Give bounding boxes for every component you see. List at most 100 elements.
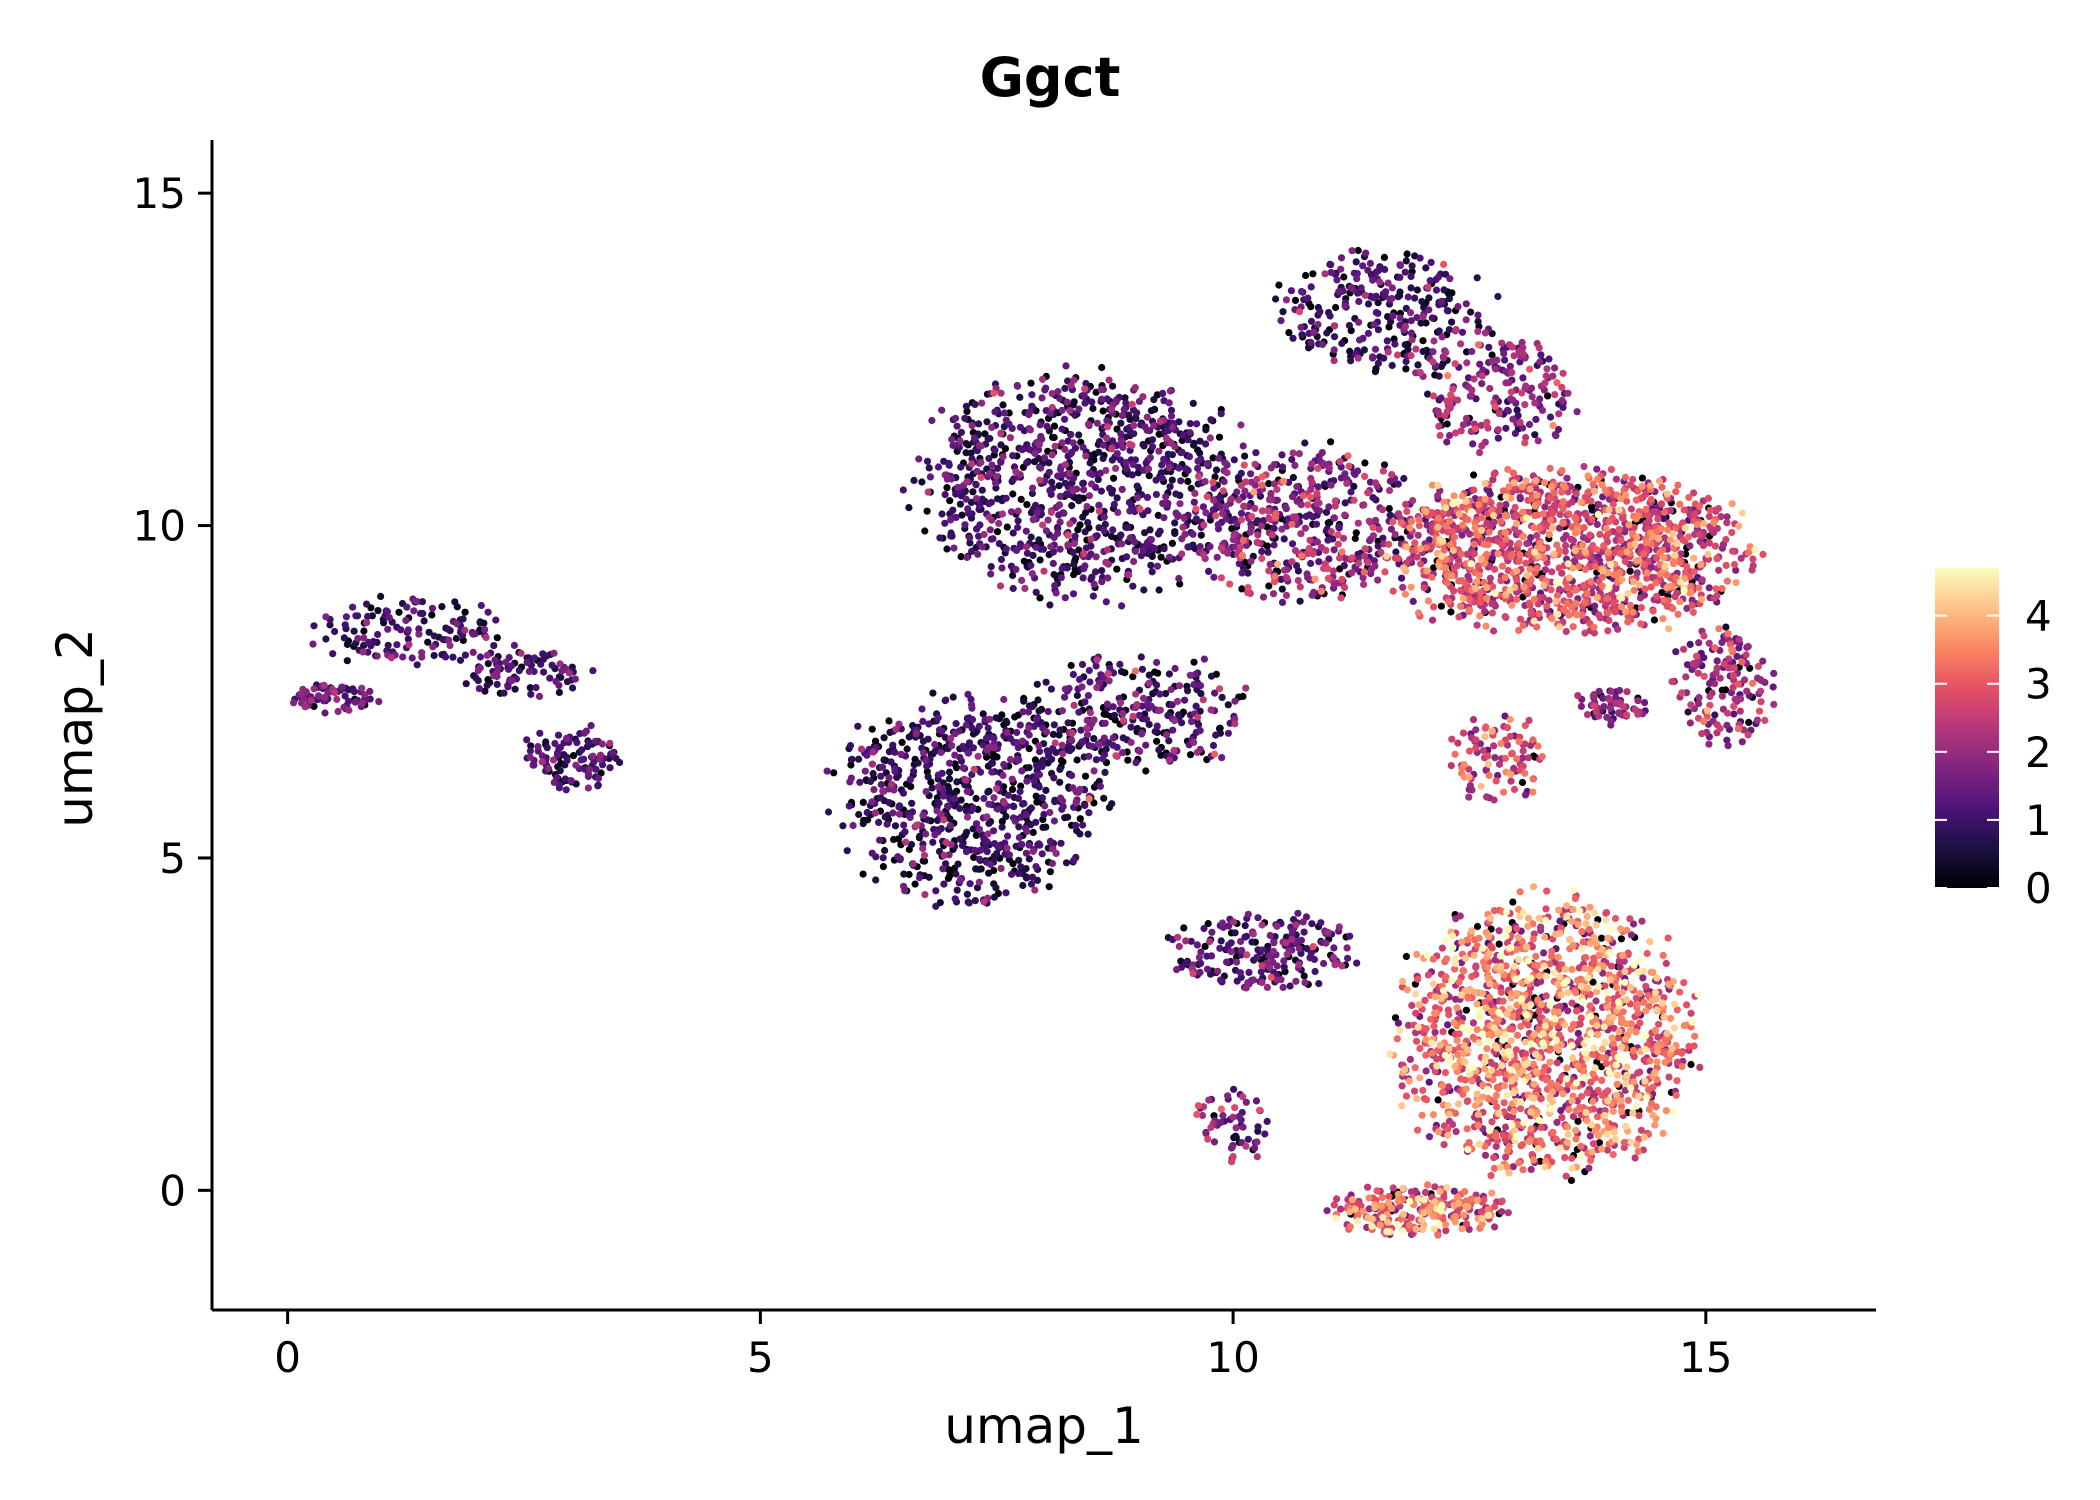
scatter-point bbox=[1239, 1123, 1247, 1131]
scatter-point bbox=[1118, 485, 1126, 493]
scatter-point bbox=[988, 759, 997, 767]
scatter-point bbox=[1353, 959, 1361, 967]
scatter-point bbox=[1241, 922, 1249, 930]
scatter-point bbox=[1012, 546, 1021, 555]
scatter-point bbox=[1181, 696, 1189, 704]
scatter-point bbox=[968, 701, 976, 709]
scatter-point bbox=[1061, 384, 1069, 392]
scatter-point bbox=[1090, 735, 1098, 743]
scatter-point bbox=[1058, 565, 1066, 573]
scatter-point bbox=[1013, 728, 1021, 737]
scatter-point bbox=[1012, 468, 1020, 476]
scatter-point bbox=[1081, 801, 1089, 810]
scatter-point bbox=[1011, 817, 1019, 825]
scatter-point bbox=[1288, 927, 1296, 935]
scatter-point bbox=[1606, 704, 1614, 712]
scatter-point bbox=[539, 650, 547, 658]
scatter-point bbox=[956, 437, 964, 445]
scatter-point bbox=[1376, 278, 1384, 286]
scatter-point bbox=[1120, 405, 1128, 413]
scatter-point bbox=[1189, 530, 1197, 538]
scatter-point bbox=[983, 848, 991, 856]
scatter-point bbox=[976, 501, 984, 509]
scatter-point bbox=[919, 811, 927, 820]
scatter-point bbox=[1048, 390, 1056, 398]
scatter-point bbox=[1207, 1123, 1215, 1132]
scatter-point bbox=[1132, 759, 1140, 767]
scatter-point bbox=[1119, 710, 1127, 718]
scatter-point bbox=[410, 607, 418, 615]
scatter-point bbox=[1376, 265, 1384, 273]
scatter-point bbox=[1040, 454, 1049, 462]
scatter-point bbox=[868, 849, 876, 857]
scatter-point bbox=[1307, 949, 1315, 957]
scatter-point bbox=[1145, 671, 1153, 679]
scatter-point bbox=[1253, 538, 1261, 547]
scatter-point bbox=[1327, 261, 1335, 269]
scatter-point bbox=[399, 653, 407, 661]
scatter-point bbox=[1322, 508, 1331, 516]
scatter-point bbox=[1044, 707, 1052, 716]
scatter-point bbox=[1486, 384, 1494, 393]
scatter-point bbox=[1083, 716, 1091, 725]
scatter-point bbox=[1007, 508, 1016, 516]
scatter-point bbox=[949, 693, 957, 701]
scatter-point bbox=[1056, 726, 1064, 734]
scatter-point bbox=[1318, 340, 1327, 348]
scatter-point bbox=[1502, 379, 1510, 387]
scatter-point bbox=[1536, 358, 1544, 366]
scatter-point bbox=[1070, 540, 1078, 548]
scatter-point bbox=[1524, 754, 1532, 762]
scatter-point bbox=[1006, 755, 1015, 764]
scatter-point bbox=[879, 863, 888, 871]
scatter-point bbox=[899, 882, 908, 890]
scatter-point bbox=[1324, 536, 1332, 544]
scatter-point bbox=[1324, 519, 1333, 527]
scatter-point bbox=[1058, 425, 1066, 433]
scatter-point bbox=[1114, 508, 1122, 517]
scatter-point bbox=[823, 767, 831, 775]
scatter-point bbox=[383, 607, 391, 616]
scatter-point bbox=[913, 821, 921, 829]
scatter-point bbox=[1564, 389, 1572, 397]
scatter-point bbox=[1297, 501, 1305, 509]
scatter-point bbox=[1555, 410, 1563, 418]
scatter-point bbox=[1354, 354, 1362, 362]
scatter-point bbox=[994, 805, 1002, 813]
scatter-point bbox=[1058, 439, 1066, 447]
scatter-point bbox=[1176, 500, 1184, 508]
scatter-point bbox=[957, 463, 965, 471]
scatter-point bbox=[1426, 277, 1434, 285]
scatter-point bbox=[1452, 326, 1460, 334]
scatter-point bbox=[929, 689, 937, 697]
scatter-point bbox=[1300, 928, 1308, 936]
scatter-point bbox=[1211, 473, 1219, 481]
scatter-point bbox=[1117, 668, 1126, 676]
scatter-point bbox=[387, 654, 395, 662]
scatter-point bbox=[1402, 257, 1410, 265]
scatter-point bbox=[972, 831, 980, 840]
scatter-point bbox=[1494, 426, 1502, 434]
scatter-point bbox=[1440, 1141, 1448, 1149]
scatter-point bbox=[1022, 527, 1030, 535]
scatter-point bbox=[1573, 408, 1581, 416]
scatter-point bbox=[1462, 1006, 1470, 1014]
scatter-point bbox=[1018, 446, 1026, 454]
scatter-point bbox=[1023, 501, 1031, 509]
scatter-point bbox=[1619, 703, 1627, 711]
scatter-point bbox=[402, 616, 410, 625]
scatter-point bbox=[1409, 597, 1417, 606]
scatter-point bbox=[1061, 445, 1069, 453]
scatter-point bbox=[1414, 361, 1422, 369]
scatter-point bbox=[1379, 467, 1387, 475]
scatter-point bbox=[1589, 692, 1597, 700]
scatter-point bbox=[1103, 700, 1111, 708]
scatter-point bbox=[508, 677, 516, 685]
scatter-point bbox=[1425, 306, 1433, 314]
scatter-point bbox=[1394, 1019, 1402, 1027]
scatter-point bbox=[869, 748, 877, 756]
scatter-point bbox=[1108, 800, 1116, 808]
scatter-point bbox=[1187, 484, 1195, 492]
scatter-point bbox=[1345, 321, 1353, 330]
scatter-point bbox=[1454, 739, 1462, 747]
